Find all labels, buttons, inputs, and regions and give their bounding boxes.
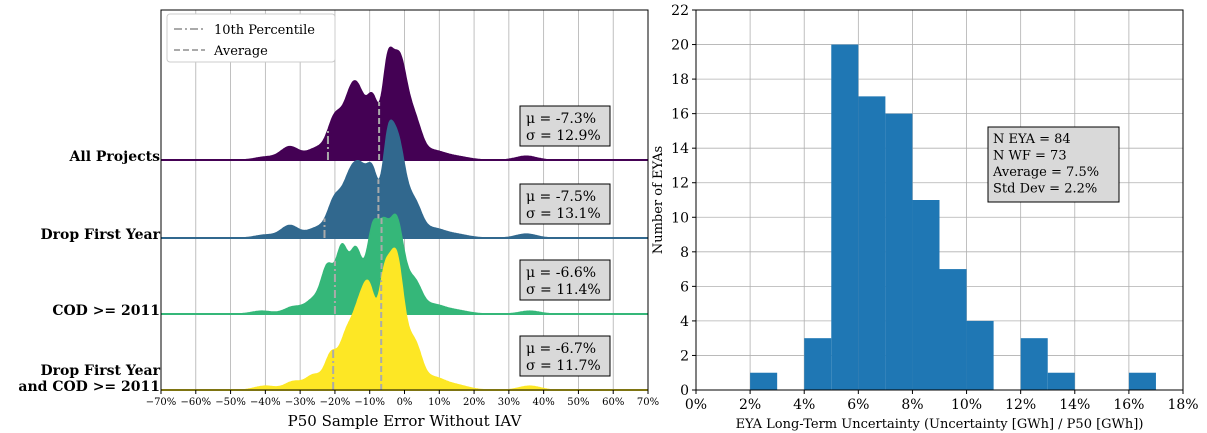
y-tick-label: 8	[680, 245, 689, 261]
histogram-bar	[939, 269, 967, 390]
y-tick-label: 20	[671, 38, 689, 54]
histogram-bar	[831, 44, 859, 390]
histogram-bar	[804, 338, 832, 390]
x-tick-label: −60%	[180, 397, 211, 408]
y-tick-label: 0	[680, 383, 689, 399]
x-tick-label: 40%	[533, 397, 555, 408]
legend-label-average: Average	[213, 44, 268, 59]
x-tick-label: 4%	[793, 397, 815, 413]
x-tick-label: −30%	[285, 397, 316, 408]
x-tick-label: −10%	[354, 397, 385, 408]
x-tick-label: 0%	[685, 397, 707, 413]
sigma-annotation: σ = 12.9%	[526, 128, 601, 144]
left-x-ticks: −70% −60% −50% −40% −30% −20% −10% 0% 10% 20% 30% 4…	[146, 390, 659, 408]
x-tick-label: 60%	[602, 397, 624, 408]
legend-label-p10: 10th Percentile	[214, 23, 315, 38]
stats-line: N WF = 73	[993, 149, 1067, 164]
legend: 10th Percentile Average	[166, 13, 336, 63]
x-tick-label: 10%	[951, 397, 982, 413]
histogram-bar	[1128, 372, 1156, 390]
x-tick-label: 50%	[567, 397, 589, 408]
y-tick-label: 2	[680, 348, 689, 364]
y-tick-label: 16	[671, 107, 689, 123]
y-tick-label: 22	[671, 3, 689, 19]
right-ticks: 0% 2% 4% 6% 8% 10% 12% 14% 16% 18% 0 2 4 6 8 10 12 14 16 18…	[671, 3, 1198, 413]
x-tick-label: 20%	[463, 397, 485, 408]
y-tick-label: 18	[671, 72, 689, 88]
mu-annotation: μ = -7.5%	[526, 189, 596, 205]
left-x-axis-label: P50 Sample Error Without IAV	[288, 412, 523, 430]
stats-annotation-box	[519, 259, 611, 301]
stats-box-bg	[987, 126, 1120, 203]
ridge-label: and COD >= 2011	[18, 379, 160, 395]
y-tick-label: 14	[671, 141, 689, 157]
y-tick-label: 10	[671, 210, 689, 226]
histogram-bar	[1047, 372, 1075, 390]
histogram-chart: 0% 2% 4% 6% 8% 10% 12% 14% 16% 18% 0 2 4 6 8 10 12 14 16 18…	[651, 3, 1199, 432]
ridge-label: Drop First Year	[40, 363, 160, 379]
ridges: μ = -7.3%σ = 12.9% μ = -7.5%σ = 13.1% μ = …	[161, 46, 648, 391]
ridge-label: All Projects	[69, 149, 161, 165]
mu-annotation: μ = -6.6%	[526, 265, 596, 281]
y-tick-label: 4	[680, 314, 689, 330]
histogram-bar	[858, 96, 886, 390]
x-tick-label: 10%	[428, 397, 450, 408]
histogram-bar	[885, 113, 913, 391]
x-tick-label: −50%	[215, 397, 246, 408]
right-axes-frame	[695, 9, 1184, 391]
histogram-bars	[750, 44, 1156, 391]
sigma-annotation: σ = 13.1%	[526, 206, 601, 222]
x-tick-label: −40%	[250, 397, 281, 408]
histogram-bar	[750, 372, 778, 390]
x-tick-label: 12%	[1005, 397, 1036, 413]
x-tick-label: 2%	[739, 397, 761, 413]
x-tick-label: 30%	[498, 397, 520, 408]
right-y-axis-label: Number of EYAs	[651, 146, 666, 254]
ridge-label: Drop First Year	[40, 227, 160, 243]
stats-line: N EYA = 84	[993, 132, 1071, 147]
stats-annotation-box	[519, 335, 611, 377]
x-tick-label: 70%	[637, 397, 659, 408]
x-tick-label: 8%	[901, 397, 923, 413]
mu-annotation: μ = -6.7%	[526, 341, 596, 357]
y-tick-label: 12	[671, 176, 689, 192]
x-tick-label: −20%	[320, 397, 351, 408]
x-tick-label: 16%	[1113, 397, 1144, 413]
x-tick-label: 14%	[1059, 397, 1090, 413]
histogram-bar	[966, 320, 994, 390]
stats-annotation-box	[519, 105, 611, 147]
sigma-annotation: σ = 11.4%	[526, 282, 601, 298]
ridge-label: COD >= 2011	[52, 303, 160, 319]
ridgeline-chart: μ = -7.3%σ = 12.9% μ = -7.5%σ = 13.1% μ = …	[18, 9, 659, 430]
x-tick-label: 18%	[1167, 397, 1198, 413]
right-x-axis-label: EYA Long-Term Uncertainty (Uncertainty […	[736, 417, 1144, 432]
stats-line: Average = 7.5%	[992, 165, 1099, 180]
stats-annotation-box	[519, 183, 611, 225]
right-axes-border	[695, 9, 1184, 391]
x-tick-label: 6%	[847, 397, 869, 413]
ridge-labels: All Projects Drop First Year COD >= 2011 Dr…	[18, 149, 160, 395]
histogram-bar	[1020, 338, 1048, 390]
x-tick-label: −70%	[146, 397, 177, 408]
x-tick-label: 0%	[397, 397, 413, 408]
sigma-annotation: σ = 11.7%	[526, 358, 601, 374]
mu-annotation: μ = -7.3%	[526, 111, 596, 127]
histogram-bar	[912, 200, 940, 390]
stats-line: Std Dev = 2.2%	[993, 182, 1097, 197]
y-tick-label: 6	[680, 279, 689, 295]
legend-box	[166, 13, 336, 63]
